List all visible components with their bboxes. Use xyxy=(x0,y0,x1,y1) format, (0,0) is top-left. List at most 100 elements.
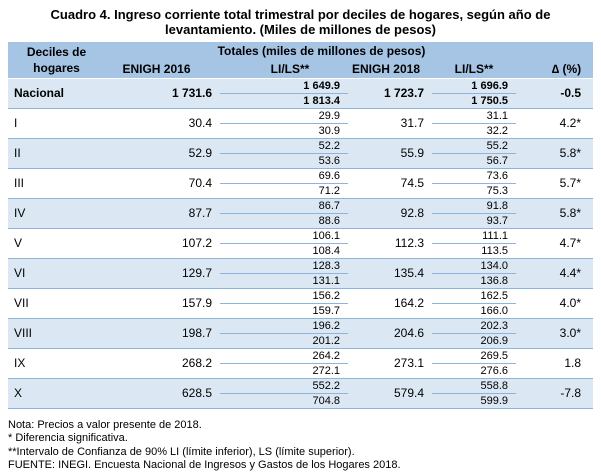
enigh-2018-value: 31.7 xyxy=(400,116,424,130)
ci-2016-upper: 201.2 xyxy=(312,334,340,347)
enigh-2018-value: 74.5 xyxy=(400,176,424,190)
table-title-line1: Cuadro 4. Ingreso corriente total trimes… xyxy=(50,7,551,22)
ci-2016-cell: 106.1 108.4 xyxy=(220,228,348,258)
ci-2018-lower: 202.3 xyxy=(432,319,516,334)
ci-2016-cell: 156.2 159.7 xyxy=(220,288,348,318)
enigh-2016-value: 268.2 xyxy=(181,356,212,370)
ci-2018-upper: 276.6 xyxy=(480,364,508,377)
decile-cell: III xyxy=(14,176,25,190)
decile-cell: II xyxy=(14,146,21,160)
header-deciles: Deciles de hogares xyxy=(8,42,105,78)
ci-2016-cell: 128.3 131.1 xyxy=(220,258,348,288)
ci-2016-upper: 30.9 xyxy=(318,124,340,137)
income-table: Deciles de hogares Totales (miles de mil… xyxy=(8,42,594,409)
table-title: Cuadro 4. Ingreso corriente total trimes… xyxy=(0,0,601,37)
ci-2018-upper: 32.2 xyxy=(486,124,508,137)
enigh-2018-value: 92.8 xyxy=(400,206,424,220)
enigh-2016-value: 628.5 xyxy=(181,386,212,400)
decile-cell: IX xyxy=(14,356,26,370)
table-row: II 52.9 52.2 53.6 55.9 55.2 56.7 5.8* xyxy=(8,138,594,168)
delta-pct-value: -7.8 xyxy=(560,386,582,400)
enigh-2018-value: 204.6 xyxy=(393,326,424,340)
decile-cell: V xyxy=(14,236,23,250)
ci-2016-upper: 71.2 xyxy=(318,184,340,197)
ci-2016-upper: 1 813.4 xyxy=(303,94,340,107)
ci-2018-lower: 1 696.9 xyxy=(432,79,516,94)
footnote-significativa: * Diferencia significativa. xyxy=(8,432,128,444)
delta-pct-value: 4.2* xyxy=(559,116,582,130)
decile-cell: VII xyxy=(14,296,29,310)
ci-2016-upper: 131.1 xyxy=(312,274,340,287)
ci-2018-cell: 91.8 93.7 xyxy=(432,198,516,228)
ci-2016-lower: 552.2 xyxy=(220,379,348,394)
table-body: Nacional 1 731.6 1 649.9 1 813.4 1 723.7 1 69… xyxy=(8,78,594,408)
delta-pct-value: 5.8* xyxy=(559,146,582,160)
enigh-2018-value: 55.9 xyxy=(400,146,424,160)
ci-2016-cell: 29.9 30.9 xyxy=(220,108,348,138)
ci-2018-lower: 73.6 xyxy=(432,169,516,184)
header-lils-2018: LI/LS** xyxy=(432,60,516,78)
ci-2016-cell: 196.2 201.2 xyxy=(220,318,348,348)
delta-pct-value: 5.7* xyxy=(559,176,582,190)
ci-2016-cell: 52.2 53.6 xyxy=(220,138,348,168)
ci-2018-upper: 1 750.5 xyxy=(471,94,508,107)
ci-2016-cell: 69.6 71.2 xyxy=(220,168,348,198)
header-totales: Totales (miles de millones de pesos) xyxy=(105,42,594,60)
enigh-2018-value: 579.4 xyxy=(393,386,424,400)
ci-2018-cell: 134.0 136.8 xyxy=(432,258,516,288)
header-enigh-2018: ENIGH 2018 xyxy=(348,60,432,78)
ci-2016-cell: 86.7 88.6 xyxy=(220,198,348,228)
ci-2018-upper: 206.9 xyxy=(480,334,508,347)
header-deciles-line1: Deciles de xyxy=(26,44,87,59)
decile-cell: Nacional xyxy=(14,86,65,100)
ci-2018-upper: 56.7 xyxy=(486,154,508,167)
delta-pct-value: 4.4* xyxy=(559,266,582,280)
header-lils-2016: LI/LS** xyxy=(220,60,348,78)
ci-2018-cell: 31.1 32.2 xyxy=(432,108,516,138)
enigh-2016-value: 107.2 xyxy=(181,236,212,250)
decile-cell: IV xyxy=(14,206,26,220)
table-row: VI 129.7 128.3 131.1 135.4 134.0 136.8 4.4* xyxy=(8,258,594,288)
ci-2018-lower: 91.8 xyxy=(432,199,516,214)
ci-2018-upper: 136.8 xyxy=(480,274,508,287)
ci-2018-cell: 1 696.9 1 750.5 xyxy=(432,78,516,108)
table-header: Deciles de hogares Totales (miles de mil… xyxy=(8,42,594,78)
ci-2018-cell: 202.3 206.9 xyxy=(432,318,516,348)
delta-pct-value: 5.8* xyxy=(559,206,582,220)
delta-pct-value: 4.7* xyxy=(559,236,582,250)
table-row: VIII 198.7 196.2 201.2 204.6 202.3 206.9 3.0* xyxy=(8,318,594,348)
enigh-2018-value: 164.2 xyxy=(393,296,424,310)
footnote-nota: Nota: Precios a valor presente de 2018. xyxy=(8,418,202,431)
table-row: III 70.4 69.6 71.2 74.5 73.6 75.3 5.7* xyxy=(8,168,594,198)
ci-2016-lower: 128.3 xyxy=(220,259,348,274)
ci-2016-cell: 264.2 272.1 xyxy=(220,348,348,378)
enigh-2018-value: 135.4 xyxy=(393,266,424,280)
ci-2016-lower: 156.2 xyxy=(220,289,348,304)
ci-2018-upper: 113.5 xyxy=(481,244,508,257)
table-row: IX 268.2 264.2 272.1 273.1 269.5 276.6 1.8 xyxy=(8,348,594,378)
table-row: Nacional 1 731.6 1 649.9 1 813.4 1 723.7 1 69… xyxy=(8,78,594,108)
ci-2016-lower: 264.2 xyxy=(220,349,348,364)
decile-cell: X xyxy=(14,386,23,400)
table-row: V 107.2 106.1 108.4 112.3 111.1 113.5 4.7* xyxy=(8,228,594,258)
delta-pct-value: 4.0* xyxy=(559,296,582,310)
ci-2018-lower: 162.5 xyxy=(432,289,516,304)
enigh-2016-value: 70.4 xyxy=(188,176,212,190)
table-title-line2: levantamiento. (Miles de millones de pes… xyxy=(165,22,436,37)
ci-2016-cell: 1 649.9 1 813.4 xyxy=(220,78,348,108)
table-row: IV 87.7 86.7 88.6 92.8 91.8 93.7 5.8* xyxy=(8,198,594,228)
ci-2016-lower: 52.2 xyxy=(220,139,348,154)
delta-pct-value: 1.8 xyxy=(564,356,582,370)
decile-cell: VIII xyxy=(14,326,33,340)
enigh-2018-value: 112.3 xyxy=(394,236,424,250)
ci-2016-lower: 69.6 xyxy=(220,169,348,184)
enigh-2016-value: 52.9 xyxy=(188,146,212,160)
ci-2018-cell: 269.5 276.6 xyxy=(432,348,516,378)
ci-2018-lower: 31.1 xyxy=(432,109,516,124)
ci-2018-cell: 55.2 56.7 xyxy=(432,138,516,168)
enigh-2016-value: 30.4 xyxy=(188,116,212,130)
header-delta-pct: ∆ (%) xyxy=(516,60,594,78)
ci-2016-upper: 108.4 xyxy=(312,244,340,257)
ci-2016-upper: 272.1 xyxy=(312,364,340,377)
ci-2018-upper: 599.9 xyxy=(480,394,508,407)
